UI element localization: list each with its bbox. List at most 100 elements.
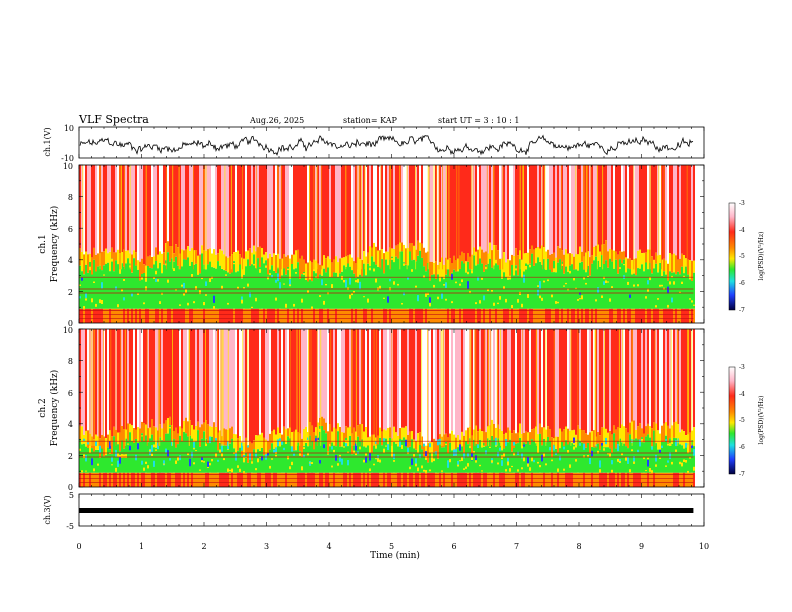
spec-1-transition-cell — [191, 248, 193, 262]
spec-2-upper-cell — [537, 329, 539, 435]
spec-1-green-cell — [307, 281, 309, 309]
spec-2-cyan-cell — [659, 449, 661, 453]
spec-1-green-cell — [513, 275, 515, 309]
spec-1-upper-cell — [505, 165, 507, 263]
spec-2-transition-cell — [259, 434, 261, 451]
spec-1-green-cell — [581, 261, 583, 309]
spec-1-speckle-cell — [693, 304, 695, 306]
spec-1-green-cell — [257, 258, 259, 309]
spec-2-transition-cell — [105, 438, 107, 456]
ch2-spec-ytick-2: 2 — [68, 452, 73, 461]
spec-1-bottom-cell — [221, 308, 223, 323]
spec-1-bottom-cell — [601, 308, 603, 323]
spec-2-transition-cell — [533, 428, 535, 441]
spec-1-transition-cell — [225, 256, 227, 271]
spec-1-upper-cell — [409, 165, 411, 244]
spec-1-transition-cell — [317, 263, 319, 279]
spec-2-cyan-cell — [407, 447, 409, 454]
spec-1-bottom-cell — [489, 308, 491, 323]
spec-2-transition-cell — [103, 436, 105, 457]
spec-1-upper-cell — [459, 165, 461, 256]
spec-1-spheric — [356, 165, 358, 270]
spec-2-upper-cell — [181, 329, 183, 429]
spec-2-transition-cell — [261, 432, 263, 448]
spec-2-green-cell — [481, 447, 483, 473]
spec-2-bottom-cell — [99, 472, 101, 487]
spec-2-bottom-cell — [511, 472, 513, 487]
spec-1-cyan-cell — [79, 296, 81, 299]
spec-2-transition-cell — [485, 432, 487, 447]
spec-2-green-cell — [419, 445, 421, 473]
spec-1-spheric — [309, 165, 310, 270]
spec-2-upper-cell — [253, 329, 255, 441]
spec-2-upper-cell — [513, 329, 515, 431]
spec-1-cyan-cell — [205, 281, 207, 286]
spec-2-bottom-cell — [407, 472, 409, 487]
spec-2-cyan-cell — [387, 444, 389, 450]
spec-1-speckle-cell — [155, 270, 157, 275]
spec-2-spheric — [227, 329, 229, 446]
spec-2-transition-cell — [229, 428, 231, 444]
spec-2-bottom-cell — [119, 472, 121, 487]
spec-1-bottom-cell — [617, 308, 619, 323]
spec-2-spheric — [474, 329, 476, 446]
spec-1-upper-cell — [185, 165, 187, 250]
spec-2-bottom-cell — [275, 472, 277, 487]
spec-2-upper-cell — [587, 329, 589, 435]
spec-2-transition-cell — [663, 423, 665, 442]
spec-1-upper-cell — [141, 165, 143, 259]
spec-1-speckle-cell — [429, 302, 431, 307]
spec-1-upper-cell — [195, 165, 197, 250]
spec-2-upper-cell — [333, 329, 335, 428]
spec-2-green-cell — [671, 443, 673, 473]
spec-1-transition-cell — [221, 250, 223, 269]
spec-1-bottom-cell — [395, 308, 397, 323]
spec-2-upper-cell — [269, 329, 271, 434]
spec-2-transition-cell — [363, 431, 365, 447]
spec-2-speckle-cell — [557, 468, 559, 472]
spec-1-bottom-cell — [537, 308, 539, 323]
spec-2-spheric — [688, 329, 689, 446]
spec-1-green-cell — [551, 272, 553, 309]
spec-2-upper-cell — [203, 329, 205, 423]
spec-2-green-cell — [103, 456, 105, 473]
spec-1-green-cell — [527, 264, 529, 309]
spec-1-upper-cell — [381, 165, 383, 250]
spec-2-green-cell — [237, 450, 239, 473]
spec-2-bottom-cell — [495, 472, 497, 487]
spec-2-cyan-cell — [293, 453, 295, 456]
spec-1-bottom-cell — [139, 308, 141, 323]
spec-2-upper-cell — [597, 329, 599, 432]
spec-2-cyan-cell — [261, 456, 263, 461]
spec-1-bottom-cell — [353, 308, 355, 323]
spec-2-transition-cell — [219, 430, 221, 443]
spec-1-upper-cell — [451, 165, 453, 263]
spec-1-green-cell — [363, 263, 365, 309]
spec-2-transition-cell — [619, 428, 621, 439]
spec-1-green-cell — [525, 263, 527, 309]
spec-1-spheric — [415, 165, 417, 270]
spec-1-speckle-cell — [341, 275, 343, 280]
spec-1-upper-cell — [471, 165, 473, 255]
spec-1-spheric — [433, 165, 435, 270]
spec-1-green-cell — [497, 265, 499, 309]
spec-2-upper-cell — [495, 329, 497, 428]
spec-1-green-cell — [589, 275, 591, 309]
spec-1-bottom-cell — [359, 308, 361, 323]
spec-1-cyan-cell — [667, 286, 669, 294]
spec-2-bottom-cell — [469, 472, 471, 487]
spec-1-bottom-cell — [655, 308, 657, 323]
spec-2-speckle-cell — [223, 458, 225, 461]
spec-1-bottom-cell — [193, 308, 195, 323]
spec-2-green-cell — [547, 437, 549, 473]
spec-2-bottom-cell — [105, 472, 107, 487]
spec-1-green-cell — [263, 263, 265, 309]
spec-1-speckle-cell — [117, 304, 119, 308]
spec-2-transition-cell — [463, 435, 465, 453]
spec-1-bottom-cell — [247, 308, 249, 323]
spec-1-transition-cell — [595, 245, 597, 257]
spec-1-spheric — [242, 165, 243, 270]
spec-1-transition-cell — [511, 254, 513, 265]
spec-2-bottom-cell — [167, 472, 169, 487]
spec-2-green-cell — [243, 462, 245, 473]
